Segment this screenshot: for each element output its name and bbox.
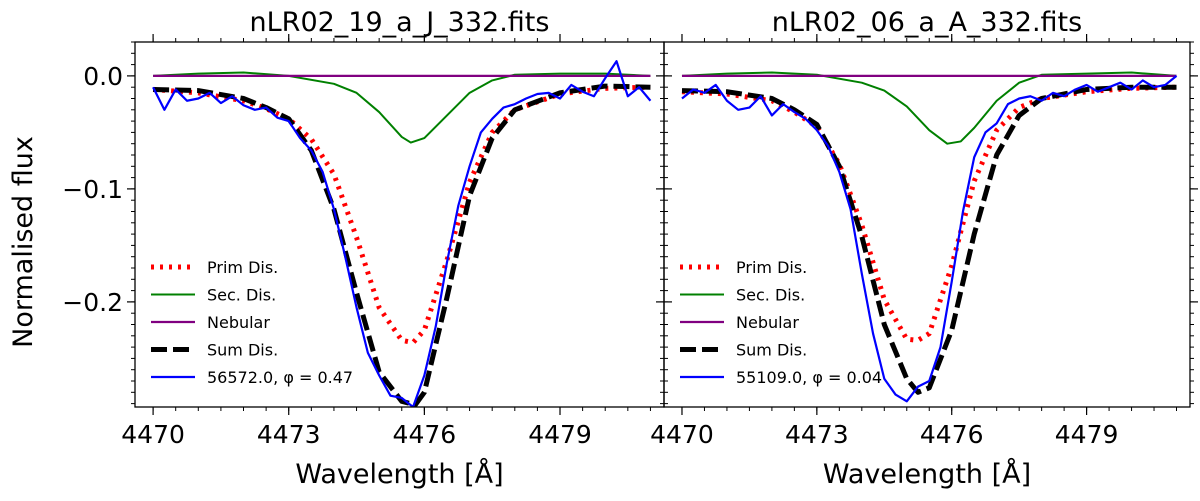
series-line-sec-dis <box>681 71 1177 145</box>
panel-title: nLR02_19_a_J_332.fits <box>250 7 550 38</box>
x-tick-label: 4479 <box>528 420 592 449</box>
legend-label: 55109.0, φ = 0.04 <box>736 368 882 387</box>
legend-label: Sec. Dis. <box>736 286 805 305</box>
legend-label: Prim Dis. <box>207 258 278 277</box>
x-tick-label: 4470 <box>121 420 185 449</box>
legend-label: Sum Dis. <box>207 341 278 360</box>
legend-label: Nebular <box>207 313 270 332</box>
series-line-sum-dis <box>681 84 1177 395</box>
y-tick-label: −0.2 <box>62 288 123 317</box>
legend-label: Sum Dis. <box>736 341 807 360</box>
x-tick-label: 4473 <box>785 420 849 449</box>
series-line-55109-0-0-04 <box>681 75 1178 403</box>
y-tick-label: 0.0 <box>83 62 123 91</box>
x-axis-label: Wavelength [Å] <box>823 458 1031 490</box>
x-tick-label: 4470 <box>650 420 714 449</box>
panel-left: nLR02_19_a_J_332.fits 4470 4473 4476 4479 0.0… <box>62 7 672 490</box>
x-tick-label: 4476 <box>393 420 457 449</box>
x-tick-label: 4479 <box>1055 420 1119 449</box>
y-axis-label: Normalised flux <box>8 136 39 348</box>
legend-label: Nebular <box>736 313 799 332</box>
legend-label: Prim Dis. <box>736 258 807 277</box>
x-tick-label: 4476 <box>920 420 984 449</box>
x-axis-label: Wavelength [Å] <box>295 458 503 490</box>
legend-label: Sec. Dis. <box>207 286 276 305</box>
legend-label: 56572.0, φ = 0.47 <box>207 368 353 387</box>
y-tick-label: −0.1 <box>62 175 123 204</box>
series-line-sec-dis <box>153 71 651 144</box>
panel-title: nLR02_06_a_A_332.fits <box>772 7 1082 38</box>
panel-right: nLR02_06_a_A_332.fits 4470 4473 4476 4479 Pri… <box>650 7 1198 490</box>
series-line-56572-0-0-47 <box>152 60 652 407</box>
x-tick-label: 4473 <box>257 420 321 449</box>
axes-frame <box>663 41 1191 408</box>
